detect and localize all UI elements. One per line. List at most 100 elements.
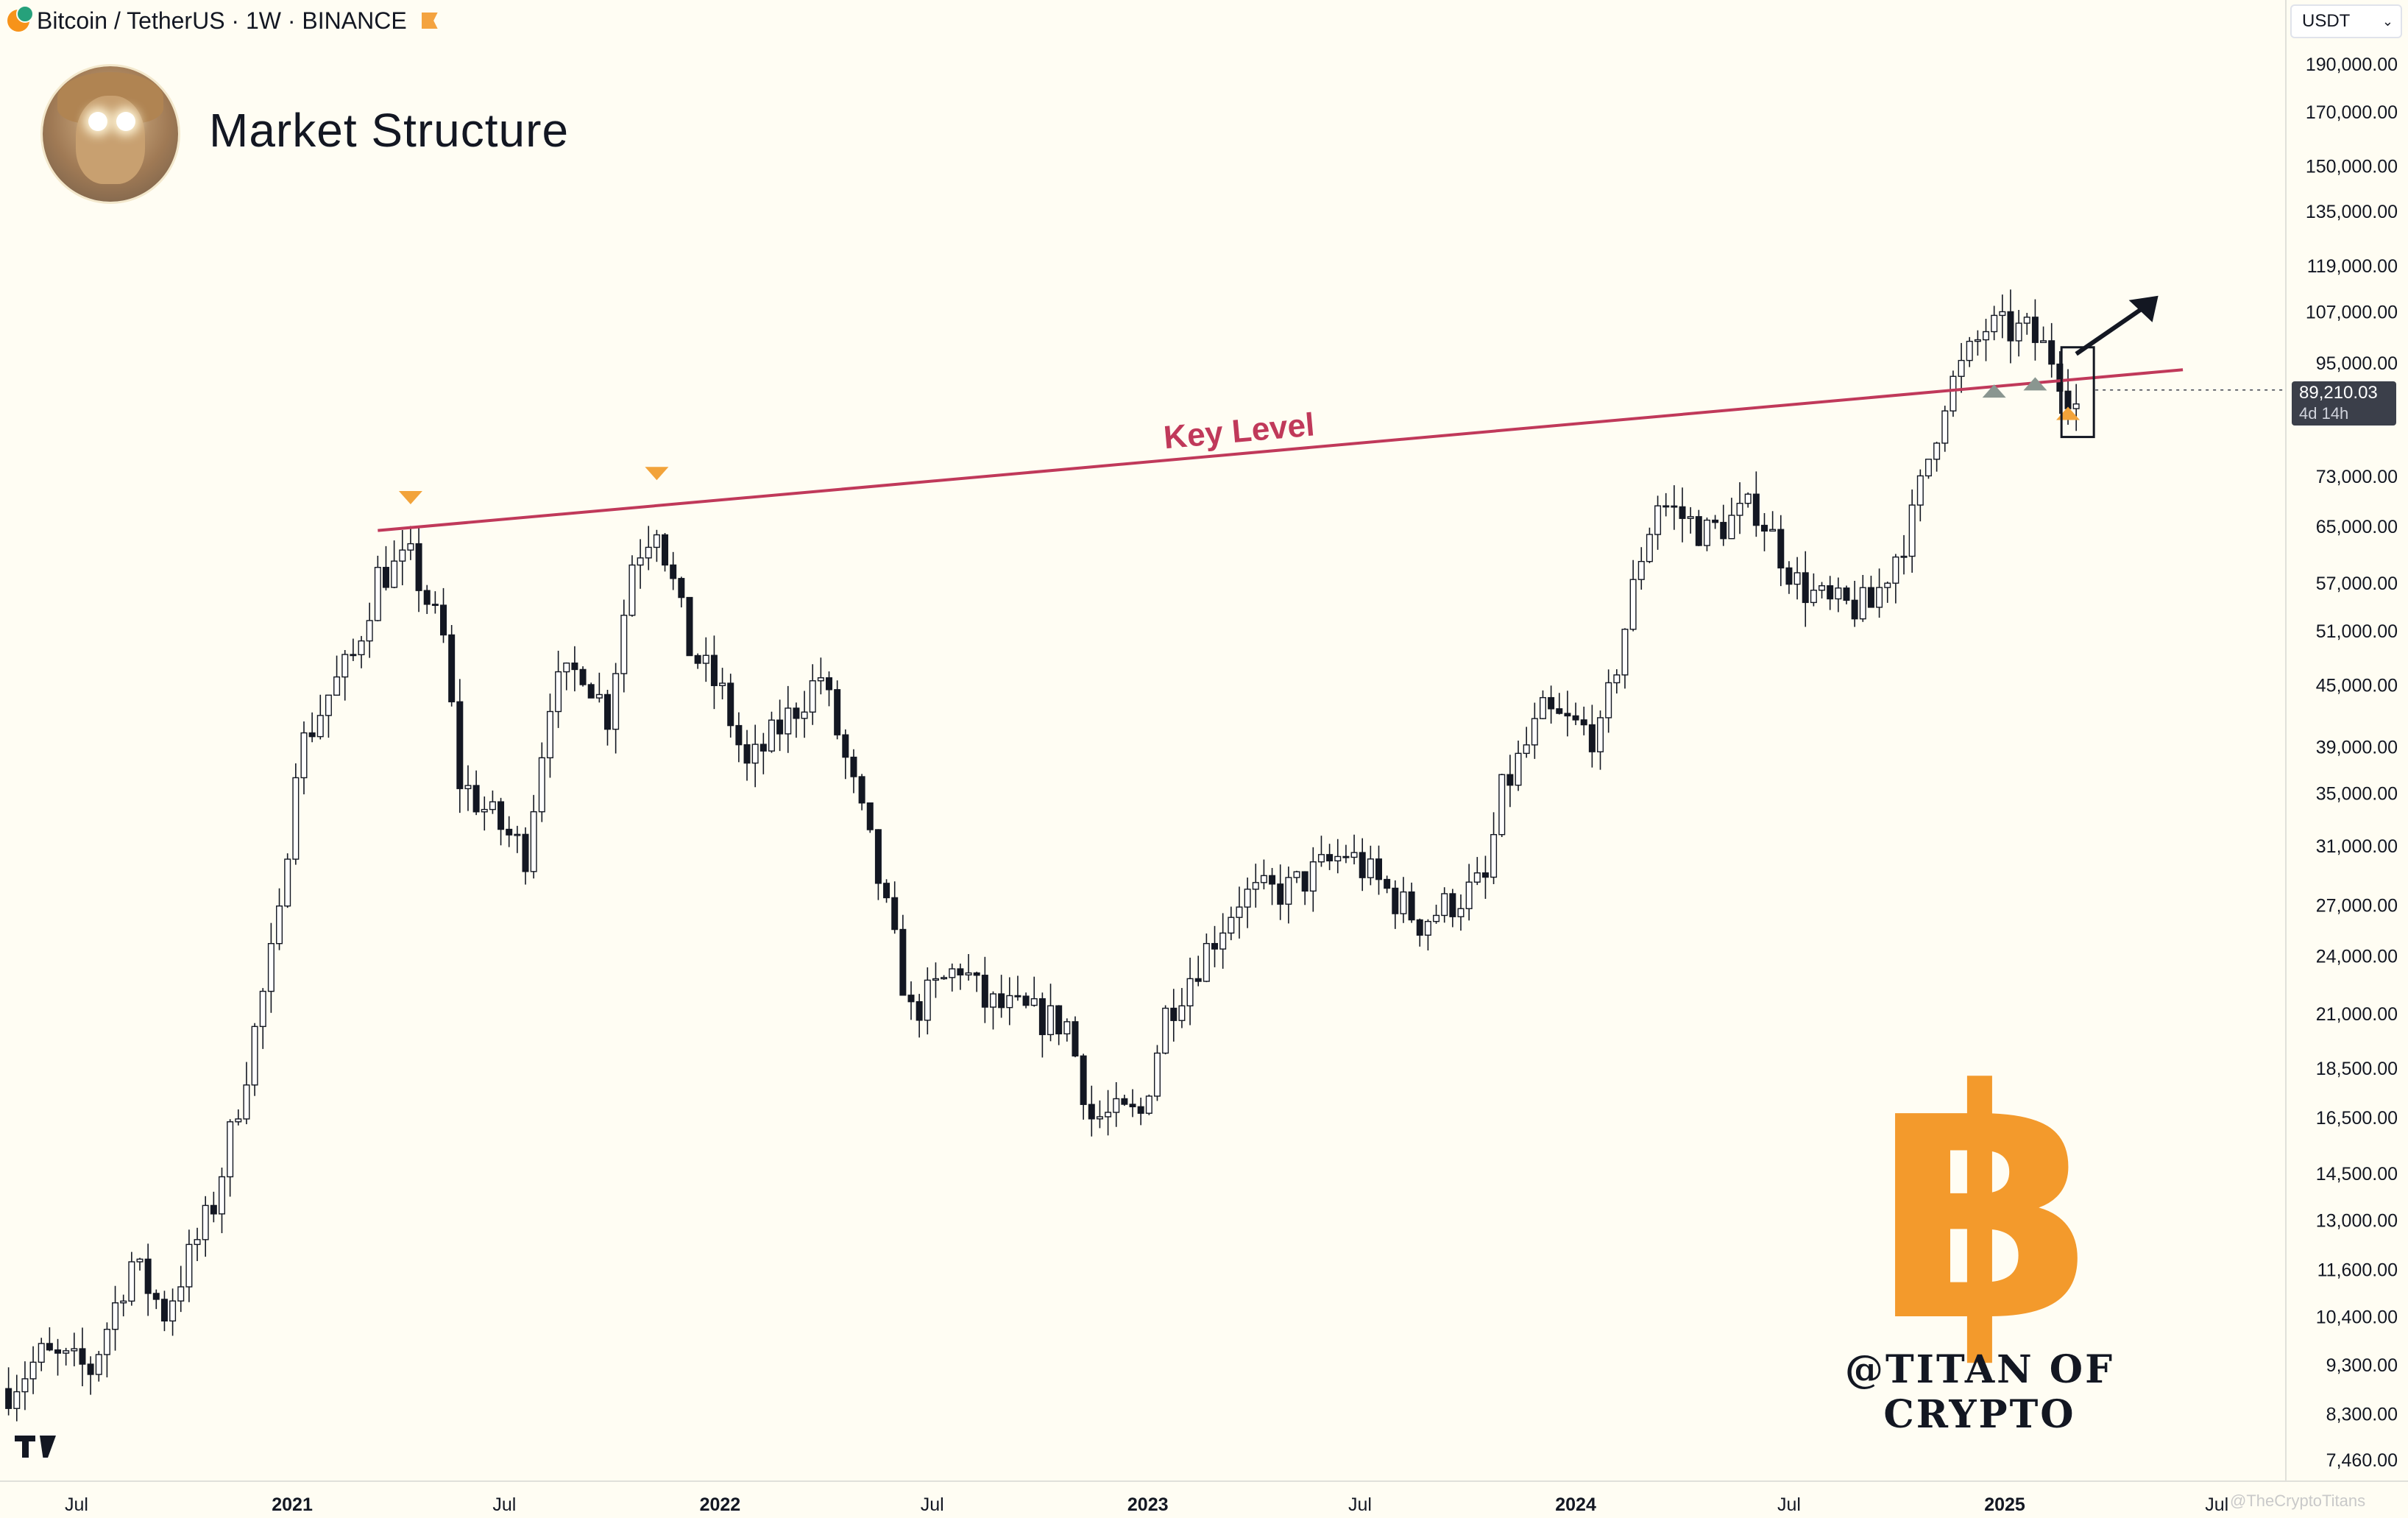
- candle[interactable]: [1178, 988, 1186, 1028]
- candle[interactable]: [1203, 933, 1210, 983]
- candle[interactable]: [13, 1374, 21, 1422]
- candle[interactable]: [2023, 313, 2030, 335]
- candle[interactable]: [506, 816, 513, 847]
- candle[interactable]: [1958, 342, 1965, 393]
- candle[interactable]: [628, 555, 636, 617]
- candle[interactable]: [325, 694, 332, 738]
- candle[interactable]: [423, 585, 431, 615]
- candle[interactable]: [87, 1356, 94, 1395]
- candle[interactable]: [1679, 487, 1686, 543]
- candle[interactable]: [834, 680, 841, 740]
- candle[interactable]: [702, 637, 709, 682]
- candle[interactable]: [284, 853, 291, 908]
- candle[interactable]: [891, 881, 899, 934]
- candle[interactable]: [2007, 289, 2014, 364]
- candle[interactable]: [1186, 957, 1194, 1025]
- candle[interactable]: [1810, 573, 1817, 607]
- candle[interactable]: [1900, 534, 1908, 575]
- candle[interactable]: [957, 963, 964, 990]
- candle[interactable]: [481, 796, 488, 831]
- candle[interactable]: [1424, 919, 1431, 951]
- candle[interactable]: [1843, 585, 1850, 604]
- candle[interactable]: [1687, 506, 1694, 534]
- candle[interactable]: [1080, 1053, 1087, 1120]
- candle[interactable]: [686, 596, 693, 657]
- candle[interactable]: [144, 1243, 152, 1316]
- candle[interactable]: [1916, 469, 1924, 522]
- candle[interactable]: [1055, 1005, 1063, 1045]
- candle[interactable]: [710, 635, 718, 710]
- candle[interactable]: [653, 529, 660, 562]
- candle[interactable]: [1637, 547, 1645, 590]
- candle[interactable]: [637, 539, 644, 589]
- candle[interactable]: [497, 797, 505, 846]
- candle[interactable]: [924, 967, 931, 1035]
- candle[interactable]: [817, 657, 824, 695]
- candle[interactable]: [1941, 406, 1949, 452]
- candle[interactable]: [579, 666, 587, 687]
- candle[interactable]: [563, 662, 570, 691]
- candle[interactable]: [259, 988, 266, 1049]
- candle[interactable]: [842, 729, 849, 780]
- candle[interactable]: [546, 693, 553, 778]
- candle[interactable]: [1145, 1094, 1152, 1115]
- candle[interactable]: [2056, 351, 2064, 414]
- candle[interactable]: [874, 829, 882, 900]
- candle[interactable]: [866, 802, 874, 833]
- candle[interactable]: [1671, 485, 1678, 530]
- candle[interactable]: [603, 689, 611, 746]
- candle[interactable]: [899, 914, 907, 996]
- candle[interactable]: [431, 591, 439, 614]
- candle[interactable]: [63, 1347, 70, 1366]
- candle[interactable]: [235, 1109, 242, 1126]
- candle[interactable]: [916, 994, 923, 1038]
- candle[interactable]: [464, 765, 472, 811]
- candle[interactable]: [522, 827, 529, 885]
- candle[interactable]: [1269, 868, 1276, 905]
- candle[interactable]: [1137, 1098, 1144, 1126]
- candle[interactable]: [1924, 459, 1932, 479]
- candle[interactable]: [1736, 482, 1743, 534]
- candle[interactable]: [1966, 336, 1973, 367]
- candle[interactable]: [1744, 492, 1752, 508]
- candle[interactable]: [1490, 812, 1498, 884]
- candle[interactable]: [1309, 847, 1317, 912]
- candle[interactable]: [826, 671, 833, 707]
- candle[interactable]: [759, 732, 767, 774]
- candle[interactable]: [194, 1227, 201, 1262]
- candle[interactable]: [358, 635, 365, 668]
- candle[interactable]: [185, 1229, 193, 1302]
- candle[interactable]: [1334, 839, 1342, 874]
- candle[interactable]: [1129, 1089, 1136, 1118]
- candle[interactable]: [743, 730, 751, 781]
- candle[interactable]: [1408, 882, 1415, 923]
- candle[interactable]: [103, 1322, 110, 1377]
- candle[interactable]: [1950, 370, 1957, 417]
- candle[interactable]: [1277, 864, 1284, 920]
- candle[interactable]: [973, 971, 980, 992]
- candle[interactable]: [1884, 582, 1891, 603]
- candle[interactable]: [981, 956, 988, 1023]
- candle[interactable]: [1539, 690, 1546, 720]
- candle[interactable]: [793, 702, 800, 738]
- candle[interactable]: [1465, 864, 1473, 921]
- candle[interactable]: [1072, 1016, 1079, 1058]
- candle[interactable]: [218, 1168, 225, 1234]
- candle[interactable]: [612, 663, 620, 754]
- candle[interactable]: [1416, 918, 1423, 947]
- candle[interactable]: [727, 674, 734, 738]
- candle[interactable]: [1433, 904, 1440, 924]
- candle[interactable]: [1228, 906, 1235, 941]
- candle[interactable]: [1629, 559, 1637, 632]
- candle[interactable]: [1621, 628, 1629, 689]
- candle[interactable]: [1548, 685, 1555, 724]
- candle[interactable]: [2040, 326, 2047, 343]
- candle[interactable]: [998, 975, 1005, 1018]
- candle[interactable]: [177, 1265, 185, 1313]
- candle[interactable]: [1752, 471, 1760, 537]
- candle[interactable]: [1441, 887, 1448, 923]
- candle[interactable]: [1063, 1018, 1071, 1042]
- candle[interactable]: [243, 1062, 250, 1125]
- candle[interactable]: [1580, 706, 1587, 735]
- candle[interactable]: [1974, 330, 1981, 356]
